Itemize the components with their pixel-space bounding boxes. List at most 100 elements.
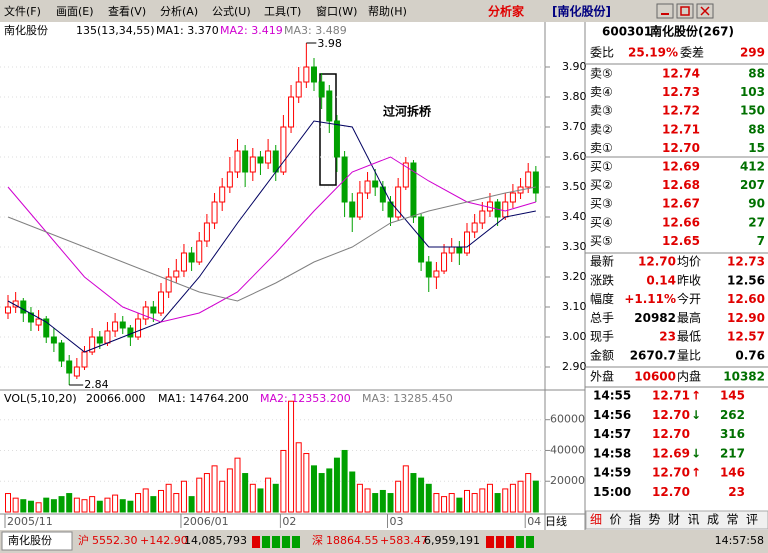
menu-bar: [0, 0, 768, 22]
book-price: 12.74: [662, 67, 700, 81]
candle-body: [5, 306, 11, 314]
volume-bar: [242, 473, 249, 513]
candle-body: [165, 276, 172, 293]
volume-bar: [418, 477, 425, 513]
candle-body: [479, 210, 486, 224]
book-price: 12.70: [662, 141, 700, 155]
stat-label: 现手: [590, 330, 614, 344]
volume-bar: [379, 489, 386, 513]
stat-label: 金额: [590, 348, 614, 363]
volume-bar: [356, 483, 363, 513]
volume-bar: [464, 489, 470, 513]
menu-item[interactable]: 工具(T): [264, 5, 301, 18]
volume-bar: [280, 449, 287, 513]
window-title: [南化股份]: [552, 4, 611, 19]
sh-label: 沪: [78, 533, 89, 547]
min-button[interactable]: [656, 3, 674, 19]
volume-bar: [425, 483, 432, 513]
tab[interactable]: 常: [727, 513, 739, 527]
diff: 299: [740, 46, 765, 60]
status-tab-label[interactable]: 南化股份: [8, 533, 52, 547]
sh-change: +142.90: [140, 534, 188, 547]
tick-volume: 262: [720, 408, 745, 422]
note: 过河拆桥: [383, 104, 432, 119]
menu-item[interactable]: 查看(V): [108, 4, 146, 18]
tab[interactable]: 讯: [688, 513, 700, 527]
status-bar-icon: [252, 536, 260, 548]
volume-bar: [12, 497, 19, 513]
menu-item[interactable]: 帮助(H): [368, 4, 407, 18]
ma-label: MA1: 3.370: [156, 24, 219, 37]
volume-bar: [341, 449, 348, 513]
book-volume: 15: [748, 141, 765, 155]
tick-time: 14:58: [593, 446, 631, 460]
candle-body: [35, 318, 42, 326]
vol-label: VOL(5,10,20): [4, 392, 77, 405]
tick-time: 14:56: [593, 408, 631, 422]
tab[interactable]: 指: [629, 512, 641, 527]
book-price: 12.73: [662, 85, 700, 99]
status-tab[interactable]: [1, 531, 73, 551]
menu-item[interactable]: 画面(E): [56, 5, 94, 18]
stat-value: 12.70: [638, 255, 676, 269]
volume-bar: [119, 499, 126, 513]
stat-label: 均价: [677, 255, 701, 269]
tab[interactable]: 评: [746, 513, 758, 527]
ma-label: MA3: 3.489: [284, 24, 347, 37]
status-bar-icon: [292, 536, 300, 548]
volume-bar: [486, 483, 493, 513]
stat-label: 最低: [677, 330, 701, 344]
ma-label: MA2: 3.419: [220, 24, 283, 37]
volume-bar: [502, 488, 509, 513]
candle-body: [43, 318, 50, 338]
volume-bar: [188, 496, 195, 513]
volume-bar: [333, 457, 340, 513]
volume-bar: [203, 473, 210, 513]
vol-tick-label: 60000: [550, 413, 585, 426]
candle-body: [425, 261, 432, 278]
tick-arrow: ↓: [691, 446, 701, 460]
candle-body: [58, 342, 65, 362]
book-label: 买③: [590, 197, 613, 211]
candle-body: [395, 186, 402, 218]
candle-body: [119, 321, 126, 329]
tab[interactable]: 成: [707, 513, 719, 527]
volume-bar: [135, 493, 142, 513]
candle-body: [525, 171, 532, 188]
menu-item[interactable]: 公式(U): [212, 5, 251, 18]
date-label: 04: [527, 515, 541, 528]
candle-body: [502, 201, 509, 218]
menu-item[interactable]: 文件(F): [4, 4, 41, 18]
sh-volume: 14,085,793: [184, 534, 247, 547]
volume-bar: [479, 488, 486, 513]
y-tick-label: 3.10: [562, 300, 587, 313]
candle-body: [333, 120, 340, 158]
volume-bar: [303, 453, 310, 513]
candle-body: [326, 90, 333, 122]
y-tick-label: 3.70: [562, 120, 587, 133]
tab[interactable]: 财: [668, 513, 680, 527]
stat-value: 0.76: [735, 349, 765, 363]
max-button[interactable]: [676, 3, 694, 19]
book-volume: 7: [757, 234, 765, 248]
status-bar-icon: [526, 536, 534, 548]
book-price: 12.65: [662, 234, 700, 248]
candle-body: [509, 192, 516, 203]
candle-body: [448, 246, 455, 254]
menu-item[interactable]: 分析(A): [160, 4, 198, 18]
volume-bar: [494, 493, 501, 513]
candle-body: [410, 162, 417, 218]
window-buttons[interactable]: [656, 3, 714, 19]
volume-bar: [20, 499, 27, 513]
volume-bar: [257, 488, 264, 513]
volume-bar: [226, 468, 233, 513]
y-tick-label: 3.40: [562, 210, 587, 223]
date-label: 02: [282, 515, 296, 528]
volume-bar: [372, 493, 379, 513]
outer-label: 外盘: [590, 369, 614, 384]
tab[interactable]: 势: [649, 513, 661, 527]
tab[interactable]: 细: [590, 513, 602, 527]
tab[interactable]: 价: [610, 513, 622, 527]
menu-item[interactable]: 窗口(W): [316, 4, 357, 18]
